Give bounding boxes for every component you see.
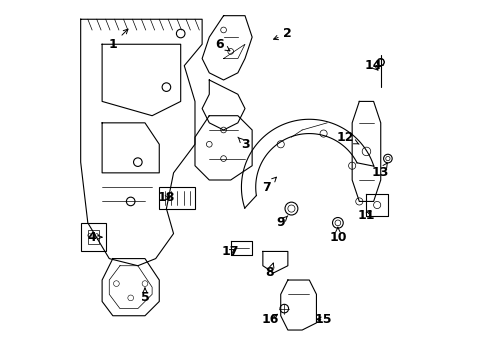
Text: 13: 13 (372, 163, 390, 179)
Text: 18: 18 (158, 192, 175, 204)
Bar (81, 223, 106, 251)
Text: 3: 3 (238, 137, 249, 151)
Bar (88, 230, 98, 244)
Text: 8: 8 (266, 263, 274, 279)
Text: 11: 11 (358, 209, 375, 222)
Text: 16: 16 (261, 313, 279, 326)
Text: 4: 4 (87, 231, 102, 244)
Text: 7: 7 (262, 177, 276, 194)
Bar (159, 187, 195, 208)
Text: 5: 5 (141, 288, 149, 305)
Text: 10: 10 (329, 228, 346, 244)
Text: 1: 1 (108, 29, 128, 51)
Text: 12: 12 (336, 131, 359, 144)
Text: 15: 15 (315, 313, 332, 326)
Text: 2: 2 (273, 27, 292, 40)
Text: 6: 6 (216, 38, 230, 51)
Text: 9: 9 (276, 216, 288, 229)
Text: 17: 17 (222, 245, 240, 258)
Text: 14: 14 (365, 59, 382, 72)
